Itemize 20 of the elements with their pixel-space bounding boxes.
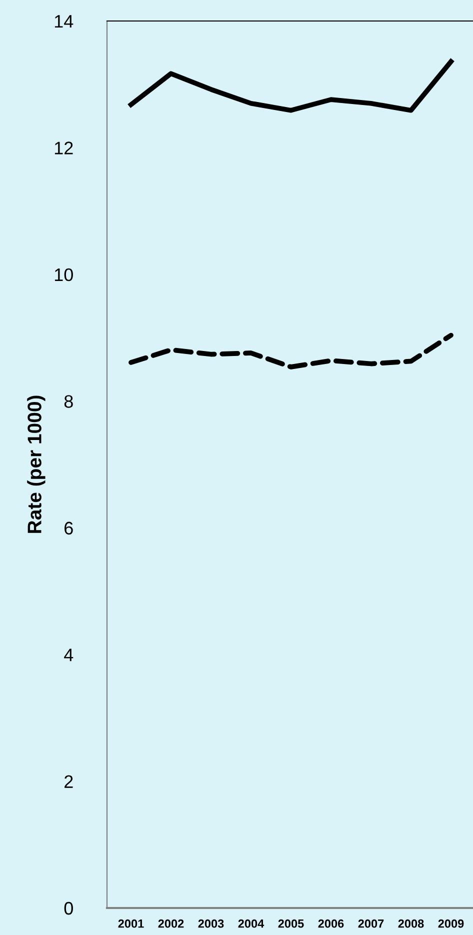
line-series [128, 59, 454, 113]
y-tick-label: 6 [64, 522, 73, 535]
y-tick-label: 0 [64, 902, 73, 915]
x-tick-label: 2002 [158, 919, 184, 928]
y-tick-label: 4 [64, 648, 74, 662]
x-tick-label: 2007 [358, 919, 384, 928]
line-series [128, 332, 454, 370]
x-tick-label: 2006 [318, 919, 344, 928]
x-tick-label: 2004 [238, 919, 264, 928]
y-tick-label: 12 [54, 142, 73, 154]
x-tick-label: 2008 [398, 919, 424, 928]
x-tick-label: 2003 [198, 919, 224, 928]
x-tick-label: 2005 [278, 919, 304, 928]
y-tick-label: 2 [64, 775, 73, 788]
y-tick-label: 8 [64, 395, 73, 408]
y-tick-label: 14 [54, 15, 74, 28]
y-axis-title: Rate (per 1000) [27, 396, 46, 533]
y-tick-label: 10 [54, 268, 73, 282]
x-tick-label: 2001 [118, 919, 144, 928]
x-tick-label: 2009 [438, 919, 464, 928]
